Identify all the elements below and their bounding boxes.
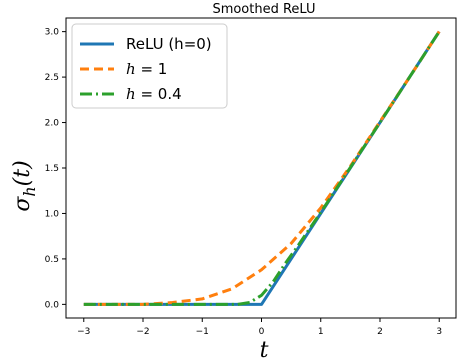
legend-entry-0: ReLU (h=0) [126, 35, 212, 53]
y-tick-label: 0.0 [45, 300, 60, 310]
legend-entry-2: h = 0.4 [126, 85, 182, 103]
y-axis-label: σh(t) [10, 160, 39, 211]
x-tick-label: 1 [318, 327, 324, 337]
x-axis-label: t [260, 338, 269, 363]
y-tick-label: 1.0 [45, 209, 60, 219]
axis-ticks: −3 −2 −1 0 1 2 3 0.0 0.5 1.0 1.5 2.0 2.5 3.0 [45, 28, 442, 337]
x-tick-label: 2 [377, 327, 383, 337]
series-lines [83, 30, 441, 306]
legend-entry-1: h = 1 [126, 60, 167, 78]
series-line-2 [83, 30, 441, 306]
series-line-1 [83, 30, 441, 306]
chart-title: Smoothed ReLU [212, 2, 315, 17]
x-tick-label: −2 [136, 327, 149, 337]
y-tick-label: 2.0 [45, 119, 60, 129]
x-tick-label: 0 [259, 327, 265, 337]
x-tick-label: 3 [436, 327, 442, 337]
legend: ReLU (h=0) h = 1 h = 0.4 [71, 23, 228, 109]
x-tick-label: −1 [196, 327, 209, 337]
y-tick-label: 1.5 [45, 164, 59, 174]
y-tick-label: 0.5 [45, 255, 59, 265]
y-tick-label: 3.0 [45, 28, 60, 38]
x-tick-label: −3 [77, 327, 90, 337]
y-tick-label: 2.5 [45, 73, 59, 83]
